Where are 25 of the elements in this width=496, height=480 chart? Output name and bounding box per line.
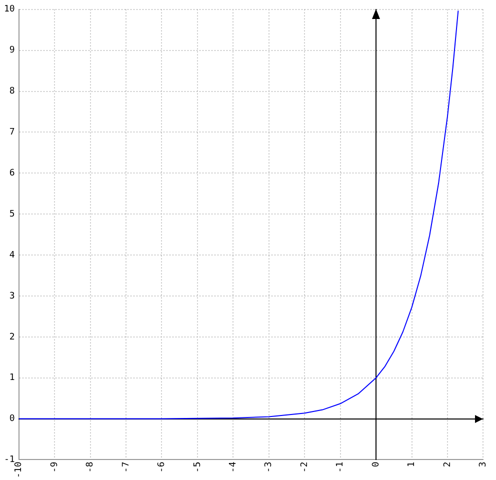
y-tick-label: 4: [9, 250, 15, 260]
x-tick-label: -4: [228, 462, 238, 473]
x-tick-label: -1: [336, 462, 346, 473]
y-tick-label: 0: [9, 414, 15, 424]
x-tick-label: -3: [264, 462, 274, 473]
x-tick-label: 0: [371, 462, 382, 468]
x-tick-label: -2: [300, 462, 310, 473]
x-tick-label: 1: [407, 462, 418, 468]
y-tick-label: 8: [9, 86, 15, 97]
x-tick-label: -5: [192, 462, 203, 473]
y-tick-label: 9: [9, 46, 15, 56]
x-tick-label: -7: [121, 462, 132, 473]
y-tick-label: 1: [9, 373, 15, 384]
y-tick-label: 5: [9, 209, 15, 220]
y-tick-label: 2: [9, 332, 15, 342]
y-tick-label: 7: [9, 128, 15, 138]
x-tick-label: 2: [442, 462, 453, 468]
x-tick-label: -8: [86, 462, 96, 473]
y-tick-label: 10: [4, 4, 15, 15]
x-tick-label: 3: [478, 462, 489, 468]
y-tick-label: 6: [9, 168, 15, 179]
x-tick-label: -10: [14, 462, 24, 478]
y-tick-label: 3: [9, 291, 15, 302]
x-tick-label: -9: [50, 462, 60, 473]
x-tick-label: -6: [157, 462, 168, 473]
